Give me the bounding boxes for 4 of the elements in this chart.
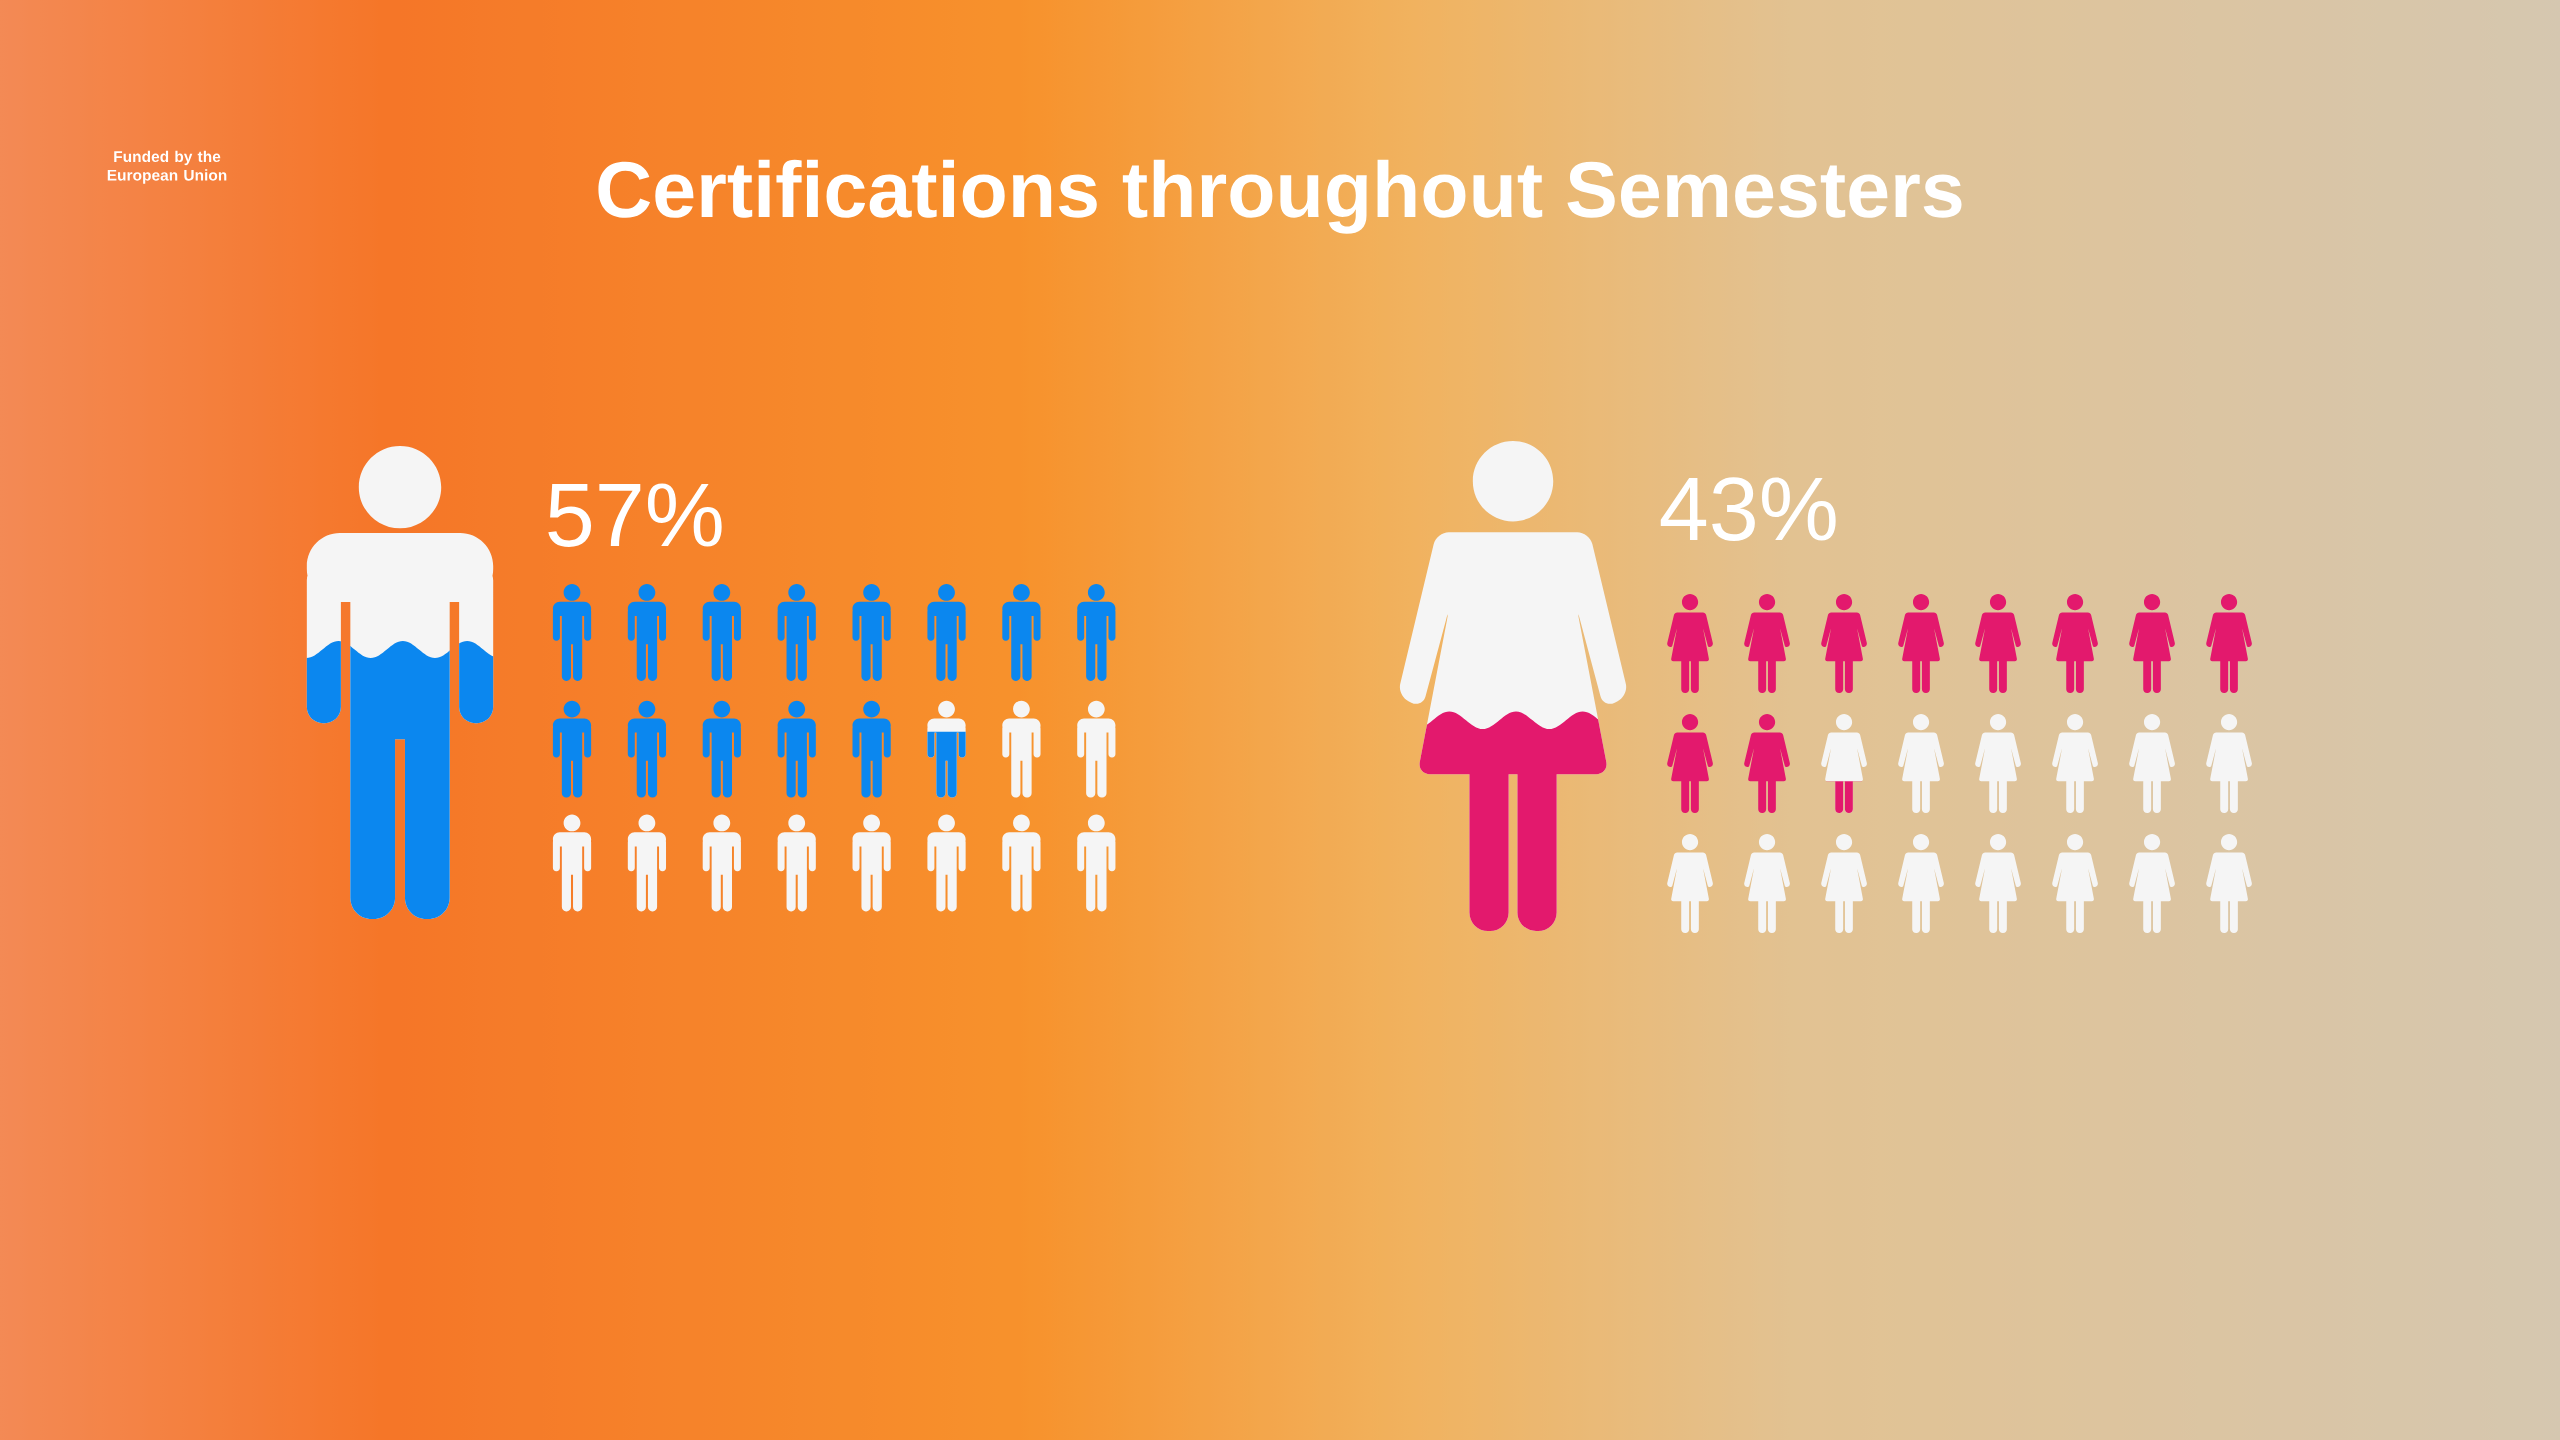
data-label: 57% xyxy=(548,483,722,547)
data-label: 43% xyxy=(1660,477,1836,541)
text: Certifications throughout Semesters xyxy=(598,159,1962,234)
text: Funded by the European Union xyxy=(107,150,227,184)
